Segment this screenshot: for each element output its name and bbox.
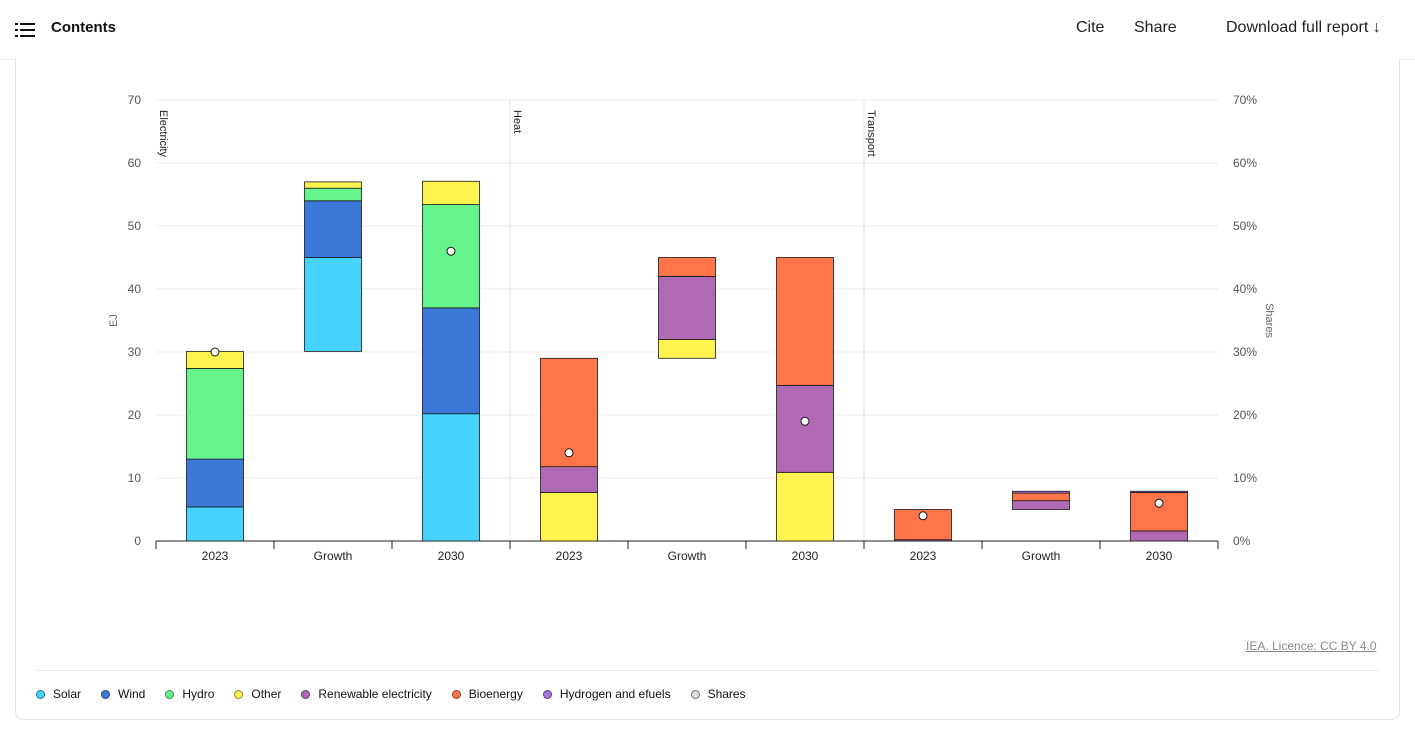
legend-item[interactable]: Shares	[690, 687, 746, 701]
legend-label: Solar	[53, 687, 82, 701]
legend-item[interactable]: Solar	[36, 687, 81, 701]
download-report-button[interactable]: Download full report ↓	[1226, 19, 1381, 36]
legend-swatch	[301, 689, 311, 699]
legend-swatch	[542, 689, 552, 699]
legend-item[interactable]: Other	[234, 687, 281, 701]
legend-label: Wind	[118, 687, 146, 701]
legend: Solar Wind Hydro Other Renewable electricity…	[36, 687, 746, 701]
legend-item[interactable]: Hydro	[165, 687, 214, 701]
legend-label: Bioenergy	[468, 687, 523, 701]
share-button[interactable]: Share	[1134, 19, 1177, 36]
legend-item[interactable]: Wind	[101, 687, 145, 701]
legend-swatch	[36, 689, 45, 699]
legend-swatch	[101, 689, 111, 699]
legend-item[interactable]: Hydrogen and efuels	[542, 687, 671, 701]
legend-swatch	[234, 689, 244, 699]
top-bar: Contents Cite Share Download full report…	[0, 0, 1415, 60]
legend-label: Renewable electricity	[318, 687, 432, 701]
licence-link[interactable]: IEA. Licence: CC BY 4.0	[1246, 639, 1377, 653]
legend-label: Other	[251, 687, 282, 701]
contents-button[interactable]: Contents	[51, 19, 116, 36]
legend-label: Hydro	[182, 687, 215, 701]
chart-card	[15, 59, 1400, 720]
legend-swatch	[690, 689, 700, 699]
legend-divider	[36, 670, 1378, 671]
menu-icon[interactable]	[15, 23, 35, 37]
legend-label: Hydrogen and efuels	[559, 687, 671, 701]
legend-swatch	[451, 689, 461, 699]
legend-label: Shares	[707, 687, 746, 701]
cite-button[interactable]: Cite	[1076, 19, 1105, 36]
legend-item[interactable]: Bioenergy	[451, 687, 523, 701]
legend-item[interactable]: Renewable electricity	[301, 687, 432, 701]
legend-swatch	[165, 689, 175, 699]
